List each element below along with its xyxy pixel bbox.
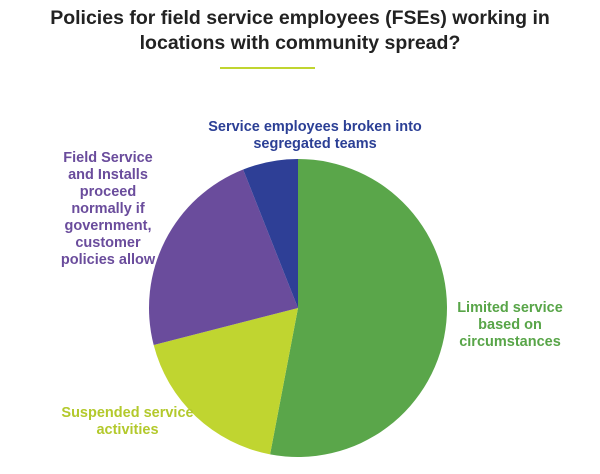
pie-slice — [153, 308, 298, 455]
slice-label: Field Service and Installs proceed norma… — [60, 150, 156, 268]
slice-label: Service employees broken into segregated… — [208, 119, 422, 152]
slice-label: Limited service based on circumstances — [457, 300, 563, 350]
pie-slice — [243, 159, 298, 308]
pie-slice — [270, 159, 447, 458]
chart-title: Policies for field service employees (FS… — [50, 7, 550, 54]
slice-label: Suspended service activities — [61, 405, 194, 438]
pie-slice — [148, 169, 298, 346]
